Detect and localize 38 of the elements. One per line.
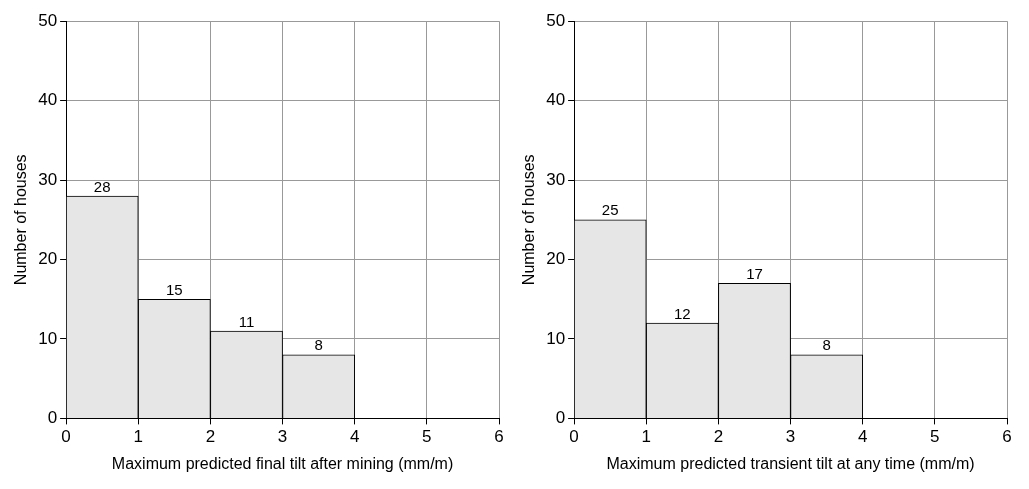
y-tick-label: 30	[38, 169, 58, 189]
x-tick-label: 1	[641, 427, 651, 447]
x-tick-label: 1	[133, 427, 143, 447]
y-tick-label: 20	[546, 249, 566, 269]
data-label: 8	[822, 336, 831, 354]
x-tick-label: 4	[857, 427, 868, 447]
x-axis-title: Maximum predicted final tilt after mining (mm/m)	[111, 454, 454, 472]
data-label: 12	[673, 304, 691, 322]
x-tick-label: 6	[494, 427, 504, 447]
data-label: 17	[746, 264, 763, 282]
y-tick-label: 40	[546, 90, 566, 110]
y-tick-label: 50	[38, 10, 58, 30]
y-tick-label: 10	[546, 328, 566, 348]
x-axis-title: Maximum predicted transient tilt at any time (mm/m)	[606, 454, 975, 472]
y-tick-label: 0	[47, 408, 58, 428]
x-tick-label: 4	[349, 427, 360, 447]
x-tick-label: 2	[205, 427, 216, 447]
y-tick-label: 40	[38, 90, 58, 110]
x-tick-label: 3	[277, 427, 288, 447]
data-label: 11	[238, 312, 255, 330]
y-tick-label: 50	[546, 10, 566, 30]
data-label: 15	[165, 280, 183, 298]
x-tick-label: 0	[61, 427, 71, 447]
data-label: 28	[93, 177, 111, 195]
x-tick-label: 3	[785, 427, 796, 447]
y-tick-label: 20	[38, 249, 58, 269]
y-tick-label: 30	[546, 169, 566, 189]
x-tick-label: 0	[569, 427, 579, 447]
data-label: 25	[601, 201, 619, 219]
y-axis-title: Number of houses	[12, 154, 30, 286]
y-tick-label: 0	[555, 408, 566, 428]
x-tick-label: 2	[713, 427, 724, 447]
y-tick-label: 10	[38, 328, 58, 348]
y-axis-title: Number of houses	[520, 154, 538, 286]
x-tick-label: 5	[930, 427, 940, 447]
data-label: 8	[314, 336, 323, 354]
x-tick-label: 5	[422, 427, 432, 447]
x-tick-label: 6	[1002, 427, 1012, 447]
